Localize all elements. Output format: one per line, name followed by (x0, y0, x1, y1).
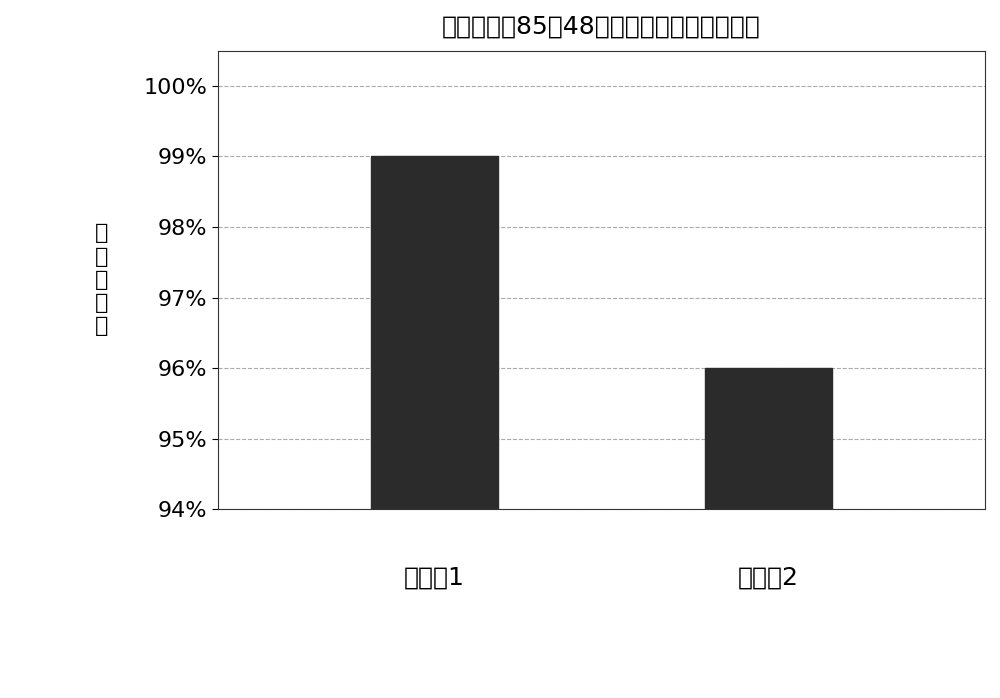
Text: 实施例1: 实施例1 (404, 565, 465, 590)
Bar (371, 156, 498, 698)
Text: 比较例2: 比较例2 (738, 565, 799, 590)
Title: 锂离子电沑85度48小时存储后的容量保持率: 锂离子电沑85度48小时存储后的容量保持率 (442, 15, 761, 39)
Bar (705, 368, 832, 698)
Y-axis label: 容
量
保
持
率: 容 量 保 持 率 (95, 223, 108, 336)
